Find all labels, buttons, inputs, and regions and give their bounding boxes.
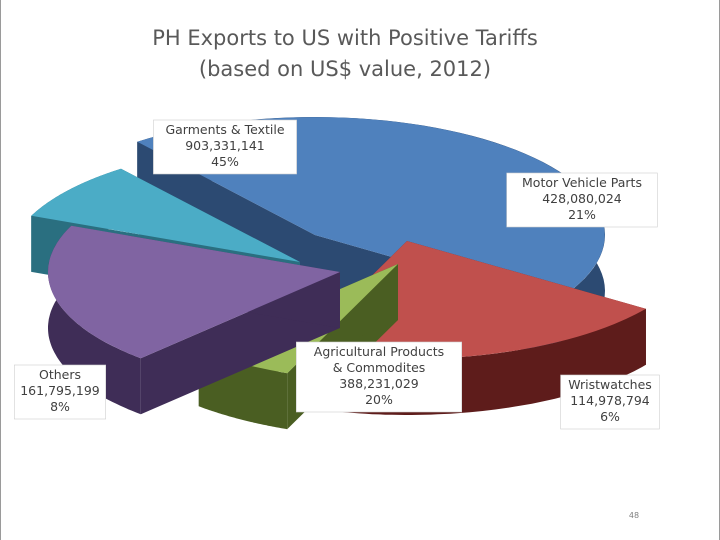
pie-slice-top-4: [47, 225, 341, 359]
slice-label-text-3-2: 6%: [600, 409, 620, 424]
slice-label-box-3: [560, 374, 660, 430]
slice-label-box-2: [506, 172, 658, 228]
slice-label-box-5: [14, 364, 107, 420]
slide-left-edge: [0, 0, 1, 540]
slice-label-4: Agricultural Products& Commodites388,231…: [295, 341, 462, 413]
pie-slice-4: [47, 225, 341, 415]
slice-label-text-1-1: 903,331,141: [185, 138, 265, 153]
chart-title: PH Exports to US with Positive Tariffs: [152, 26, 538, 50]
slice-label-text-4-1: & Commodites: [333, 360, 426, 375]
slice-label-text-2-1: 428,080,024: [542, 191, 622, 206]
slice-label-box-1: [153, 119, 297, 175]
slice-label-text-4-0: Agricultural Products: [314, 344, 444, 359]
slice-label-text-5-1: 161,795,199: [20, 383, 100, 398]
slice-label-box-4: [295, 341, 462, 413]
slice-label-text-2-2: 21%: [568, 207, 596, 222]
slice-label-text-5-2: 8%: [50, 399, 70, 414]
slice-label-text-5-0: Others: [39, 367, 81, 382]
slice-label-text-4-3: 20%: [365, 392, 393, 407]
page-number: 48: [629, 511, 639, 520]
slice-label-text-2-0: Motor Vehicle Parts: [522, 175, 642, 190]
pie-slice-top-5: [31, 168, 301, 262]
slice-label-text-1-2: 45%: [211, 154, 239, 169]
slice-label-text-1-0: Garments & Textile: [165, 122, 284, 137]
slice-label-text-3-1: 114,978,794: [570, 393, 650, 408]
slice-label-text-4-2: 388,231,029: [339, 376, 419, 391]
slice-label-text-3-0: Wristwatches: [568, 377, 652, 392]
chart-subtitle: (based on US$ value, 2012): [199, 57, 491, 81]
